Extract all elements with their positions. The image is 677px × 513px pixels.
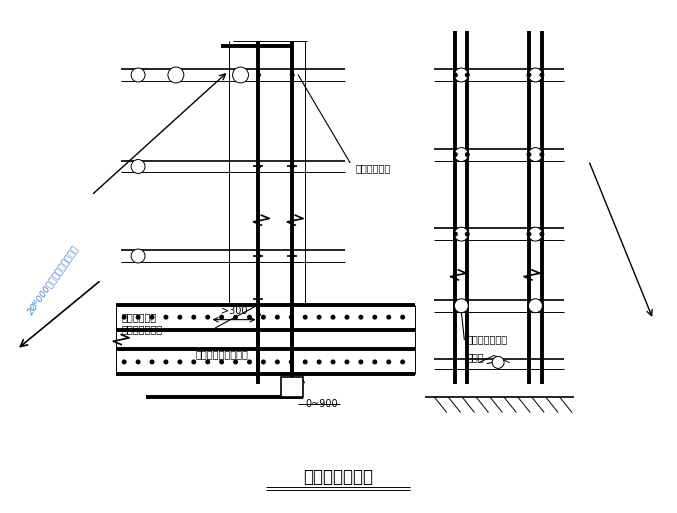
Circle shape [527,232,531,236]
Circle shape [192,360,196,364]
Circle shape [275,360,280,364]
Text: >300: >300 [221,306,247,315]
Circle shape [131,68,145,82]
Circle shape [290,72,294,77]
Circle shape [135,360,141,364]
Circle shape [275,314,280,320]
Circle shape [540,232,544,236]
Circle shape [454,227,468,241]
Circle shape [233,314,238,320]
Text: 与底板鑉筋焊接固定: 与底板鑉筋焊接固定 [196,349,248,360]
Circle shape [465,152,470,157]
Circle shape [317,314,322,320]
Circle shape [387,314,391,320]
Circle shape [122,360,127,364]
Text: 与底板钉筋焊接: 与底板钉筋焊接 [121,325,162,334]
Circle shape [454,148,468,162]
Circle shape [150,314,154,320]
Circle shape [465,72,470,77]
Circle shape [345,360,349,364]
Text: 钉筋头十字架: 钉筋头十字架 [121,312,156,323]
Circle shape [233,360,238,364]
Circle shape [527,152,531,157]
Circle shape [150,360,154,364]
Circle shape [135,314,141,320]
Circle shape [261,314,266,320]
Circle shape [289,360,294,364]
Circle shape [247,314,252,320]
Text: 基底土平整崚实: 基底土平整崚实 [466,334,508,345]
Circle shape [372,314,377,320]
Circle shape [261,360,266,364]
Circle shape [453,232,458,236]
Circle shape [345,314,349,320]
Circle shape [290,253,294,259]
Circle shape [529,148,542,162]
Circle shape [177,314,182,320]
Circle shape [219,314,224,320]
Circle shape [453,72,458,77]
Circle shape [205,314,210,320]
Circle shape [256,72,261,77]
Circle shape [131,160,145,173]
Circle shape [372,360,377,364]
Circle shape [330,360,336,364]
Bar [282,378,303,397]
Circle shape [400,360,405,364]
Circle shape [192,314,196,320]
Circle shape [256,164,261,169]
Circle shape [247,360,252,364]
Text: 2Ø⁶000（与底板钉筋搭接）: 2Ø⁶000（与底板钉筋搭接） [26,244,81,316]
Circle shape [289,314,294,320]
Circle shape [492,357,504,368]
Circle shape [330,314,336,320]
Circle shape [303,360,307,364]
Text: 临时定位鑉筋: 临时定位鑉筋 [356,164,391,173]
Circle shape [400,314,405,320]
Circle shape [358,360,364,364]
Circle shape [453,152,458,157]
Circle shape [177,360,182,364]
Circle shape [454,299,468,313]
Circle shape [529,227,542,241]
Circle shape [163,360,169,364]
Circle shape [387,360,391,364]
Circle shape [205,360,210,364]
Circle shape [465,232,470,236]
Circle shape [540,152,544,157]
Circle shape [529,299,542,313]
Circle shape [168,67,184,83]
Circle shape [358,314,364,320]
Circle shape [256,253,261,259]
Circle shape [163,314,169,320]
Circle shape [317,360,322,364]
Circle shape [527,72,531,77]
Circle shape [290,164,294,169]
Circle shape [303,314,307,320]
Circle shape [131,249,145,263]
Text: 脚手板: 脚手板 [466,352,484,363]
Circle shape [529,68,542,82]
Circle shape [219,360,224,364]
Circle shape [122,314,127,320]
Text: 0~900: 0~900 [305,399,338,409]
Text: 外墙钢筋固定图: 外墙钢筋固定图 [303,468,373,486]
Circle shape [454,68,468,82]
Circle shape [540,72,544,77]
Circle shape [233,67,248,83]
